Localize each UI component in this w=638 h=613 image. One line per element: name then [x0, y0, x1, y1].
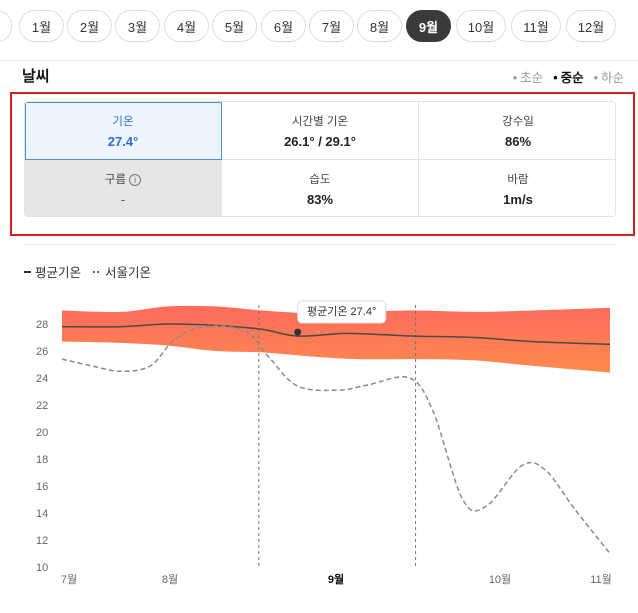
stat-label: 강수일: [502, 115, 534, 128]
stat-value: 83%: [306, 192, 334, 207]
stat-value: 86%: [504, 133, 532, 149]
tooltip-text: 평균기온 27.4°: [307, 305, 376, 318]
stat-label: 습도: [309, 174, 331, 186]
x-tick-label: 11월: [590, 573, 612, 586]
x-tick-label: 7월: [61, 573, 77, 586]
stat-temperature[interactable]: 기온 27.4°: [25, 102, 222, 160]
chart-legend: 평균기온 서울기온: [24, 262, 151, 281]
legend-avg: 평균기온: [24, 262, 81, 281]
highlight-frame: [10, 92, 635, 236]
y-tick-label: 16: [36, 481, 48, 493]
temperature-chart[interactable]: 10 12 14 16 18 20 22 24 26 28 평균기온 27.4° 7월 8월 9월 10…: [0, 295, 638, 600]
x-tick-label: 10월: [489, 573, 511, 586]
month-tab-7[interactable]: 7월: [309, 10, 354, 42]
month-tab-10[interactable]: 10월: [456, 10, 506, 42]
x-tick-label: 9월: [328, 572, 344, 586]
period-late[interactable]: • 하순: [593, 71, 624, 85]
month-tabs: 1월 2월 3월 4월 5월 6월 7월 8월 9월 10월 11월 12월: [0, 10, 638, 42]
month-tab-4[interactable]: 4월: [164, 10, 209, 42]
dashed-line-icon: [93, 270, 102, 273]
y-tick-label: 10: [36, 562, 48, 574]
stat-value: 26.1° / 29.1°: [284, 133, 356, 149]
stat-hourly-temperature[interactable]: 시간별 기온 26.1° / 29.1°: [222, 102, 419, 160]
y-tick-label: 12: [36, 535, 48, 547]
stat-value: 1m/s: [503, 192, 533, 207]
stat-label: 시간별 기온: [291, 115, 349, 128]
info-icon[interactable]: i: [129, 173, 142, 186]
stat-label: 구름: [104, 174, 127, 186]
stat-cloud: 구름 i -: [25, 160, 222, 216]
month-tab-3[interactable]: 3월: [115, 10, 160, 42]
section-title: 날씨: [22, 68, 50, 85]
series-line-seoul: [61, 325, 611, 554]
month-tab-6[interactable]: 6월: [261, 10, 306, 42]
period-selector: • 초순 • 중순 • 하순: [513, 67, 624, 86]
temperature-range-band: [62, 305, 610, 373]
chart-tooltip: 평균기온 27.4°: [297, 300, 387, 324]
month-tab-5[interactable]: 5월: [212, 10, 257, 42]
month-tab-prev-partial[interactable]: [0, 10, 12, 42]
stat-value: 27.4°: [107, 133, 139, 149]
month-tab-11[interactable]: 11월: [511, 10, 561, 42]
weather-stats-grid: 기온 27.4° 시간별 기온 26.1° / 29.1° 강수일 86% 구름…: [24, 101, 616, 217]
top-divider: [0, 60, 638, 61]
stat-humidity[interactable]: 습도 83%: [222, 160, 419, 216]
x-tick-label: 8월: [162, 573, 178, 586]
stat-label: 바람: [507, 174, 529, 186]
y-tick-label: 24: [36, 373, 48, 385]
month-tab-8[interactable]: 8월: [357, 10, 402, 42]
month-tab-9[interactable]: 9월: [406, 10, 451, 42]
y-tick-label: 20: [36, 427, 48, 439]
stat-rain-days[interactable]: 강수일 86%: [419, 102, 615, 160]
month-tab-2[interactable]: 2월: [67, 10, 112, 42]
legend-seoul: 서울기온: [93, 262, 151, 281]
y-tick-label: 14: [36, 508, 48, 520]
y-tick-label: 22: [36, 400, 48, 412]
solid-line-icon: [24, 270, 31, 273]
stat-value: -: [120, 192, 126, 207]
stat-label-row: 구름 i: [104, 171, 142, 187]
period-early[interactable]: • 초순: [512, 71, 544, 85]
y-tick-label: 28: [36, 319, 48, 331]
tooltip-point: [294, 328, 302, 336]
series-line-avg: [61, 323, 611, 346]
month-tab-12[interactable]: 12월: [566, 10, 616, 42]
month-tab-1[interactable]: 1월: [19, 10, 64, 42]
stat-wind[interactable]: 바람 1m/s: [419, 160, 615, 216]
stat-label: 기온: [112, 115, 134, 128]
period-mid[interactable]: • 중순: [553, 71, 584, 85]
section-divider: [24, 244, 616, 245]
y-tick-label: 26: [36, 346, 48, 358]
y-tick-label: 18: [36, 454, 48, 466]
